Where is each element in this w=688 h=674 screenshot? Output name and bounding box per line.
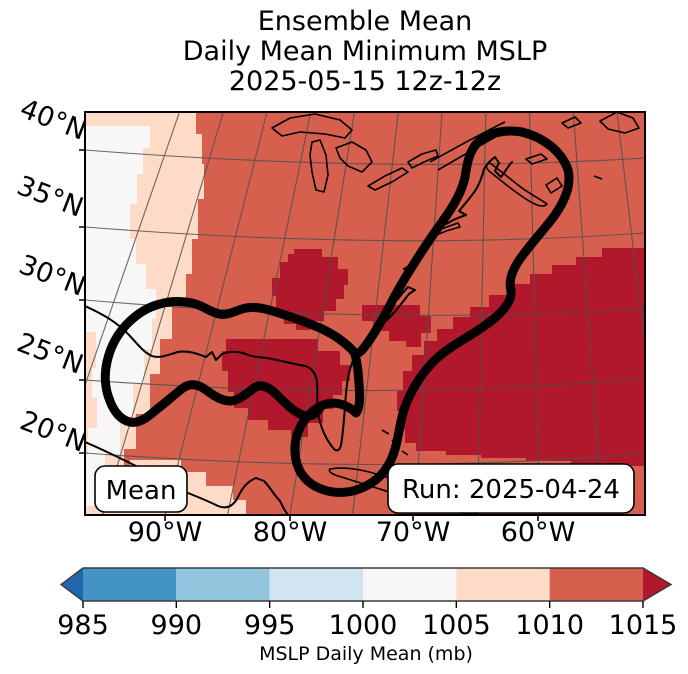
lake-erie <box>367 167 409 191</box>
title-line-1: Ensemble Mean <box>258 6 473 37</box>
prince-edward-island <box>525 153 548 165</box>
fill-region-1005-1010-edge <box>85 332 97 455</box>
newfoundland <box>599 112 640 134</box>
fill-region-1000-1005 <box>85 126 156 506</box>
colorbar-segment <box>456 568 550 601</box>
map-canvas <box>85 112 645 515</box>
lon-tick-label: 90°W <box>128 517 203 548</box>
lake-superior <box>271 113 353 139</box>
axis-ticks <box>79 149 539 521</box>
run-box-label: Run: 2025-04-24 <box>402 475 620 505</box>
fill-region-over-1015-atlantic <box>397 248 645 466</box>
run-annotation: Run: 2025-04-24 <box>387 463 635 514</box>
small-island <box>593 175 603 180</box>
colorbar-under-arrow <box>61 568 83 601</box>
colorbar-segment <box>363 568 457 601</box>
lat-tick-label: 40°N <box>16 93 91 146</box>
colorbar-segment <box>269 568 363 601</box>
colorbar-segments <box>83 568 643 601</box>
cape-breton <box>545 177 563 194</box>
colorbar-tick-labels: 985 990 995 1000 1005 1010 1015 <box>57 610 677 641</box>
mean-box <box>94 465 188 513</box>
lat-tick-label: 20°N <box>16 405 91 458</box>
colorbar-tick-label: 1005 <box>422 610 491 641</box>
lon-tick-label: 60°W <box>501 517 576 548</box>
lat-tick-label: 25°N <box>13 327 88 380</box>
colorbar-tick-label: 1000 <box>329 610 398 641</box>
lon-tick-label: 80°W <box>253 517 328 548</box>
title-line-2: Daily Mean Minimum MSLP <box>183 36 548 67</box>
colorbar-segment <box>83 568 177 601</box>
colorbar: 985 990 995 1000 1005 1010 1015 MSLP Daily Mea… <box>57 567 677 665</box>
colorbar-tick-label: 990 <box>151 610 203 641</box>
colorbar-axis-label: MSLP Daily Mean (mb) <box>259 643 473 665</box>
colorbar-over-arrow <box>643 568 671 601</box>
contour-west-band <box>349 126 527 358</box>
anticosti-island <box>561 116 582 129</box>
lake-ontario <box>407 149 439 169</box>
colorbar-tick-label: 1015 <box>609 610 678 641</box>
lat-tick-label: 30°N <box>15 249 90 302</box>
run-box <box>387 463 635 514</box>
colorbar-tick-label: 985 <box>57 610 109 641</box>
latitude-tick-labels: 40°N 35°N 30°N 25°N 20°N <box>13 93 91 458</box>
gulf-east-coastline <box>85 156 513 452</box>
lon-tick-label: 70°W <box>376 517 451 548</box>
mean-annotation: Mean <box>94 465 188 513</box>
lake-huron <box>335 141 373 173</box>
colorbar-tick-label: 1010 <box>515 610 584 641</box>
colorbar-tickmarks <box>82 601 644 608</box>
nova-scotia <box>485 162 548 207</box>
mean-box-label: Mean <box>106 476 177 506</box>
st-lawrence-river <box>429 121 506 163</box>
map-border <box>84 111 646 516</box>
colorbar-segment <box>549 568 643 601</box>
colorbar-tick-label: 995 <box>244 610 296 641</box>
longitude-tick-labels: 90°W 80°W 70°W 60°W <box>128 517 576 548</box>
title-line-3: 2025-05-15 12z-12z <box>229 66 501 97</box>
lat-tick-label: 35°N <box>13 170 88 223</box>
thick-contour <box>100 126 574 497</box>
lake-michigan <box>309 139 329 193</box>
colorbar-segment <box>176 568 270 601</box>
